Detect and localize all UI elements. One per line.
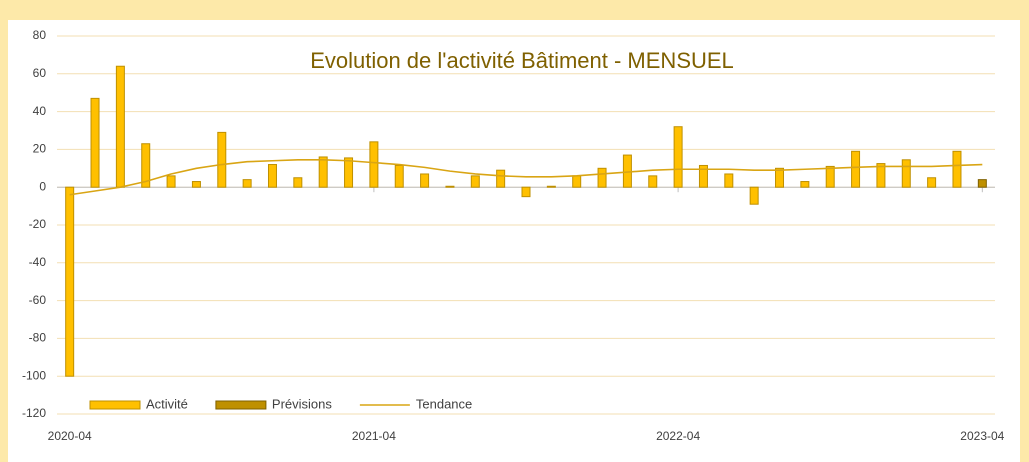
bar bbox=[394, 164, 404, 188]
y-tick-label: -40 bbox=[29, 255, 47, 269]
bar bbox=[977, 179, 987, 188]
bar bbox=[901, 159, 911, 188]
bar bbox=[141, 143, 151, 188]
bar bbox=[293, 177, 303, 188]
legend-swatch bbox=[215, 400, 267, 410]
bar bbox=[952, 150, 962, 188]
bar bbox=[242, 179, 252, 188]
bar bbox=[217, 131, 227, 188]
bar bbox=[698, 164, 708, 188]
bar bbox=[445, 185, 455, 188]
bar bbox=[521, 186, 531, 198]
chart-title: Evolution de l'activité Bâtiment - MENSU… bbox=[310, 48, 734, 73]
bar bbox=[470, 175, 480, 188]
legend-label: Tendance bbox=[416, 396, 472, 411]
y-tick-label: 80 bbox=[33, 28, 47, 42]
bar bbox=[927, 177, 937, 188]
y-tick-label: -20 bbox=[29, 217, 47, 231]
bar bbox=[597, 167, 607, 188]
y-tick-label: 60 bbox=[33, 66, 47, 80]
bar bbox=[191, 181, 201, 188]
y-tick-label: -60 bbox=[29, 293, 47, 307]
bar bbox=[267, 164, 277, 188]
legend-swatch bbox=[89, 400, 141, 410]
bar bbox=[800, 181, 810, 188]
bar bbox=[420, 173, 430, 188]
y-tick-label: 0 bbox=[39, 179, 46, 193]
y-tick-label: -120 bbox=[22, 406, 46, 420]
y-tick-label: -80 bbox=[29, 331, 47, 345]
bar bbox=[496, 169, 506, 188]
bar bbox=[115, 65, 125, 188]
x-tick-label: 2022-04 bbox=[656, 429, 700, 443]
bar bbox=[775, 167, 785, 188]
legend-label: Prévisions bbox=[272, 396, 332, 411]
bar bbox=[318, 156, 328, 188]
bar bbox=[166, 175, 176, 188]
chart-area bbox=[8, 20, 1020, 462]
bar bbox=[546, 185, 556, 188]
x-tick-label: 2023-04 bbox=[960, 429, 1004, 443]
bar bbox=[369, 141, 379, 188]
bar bbox=[648, 175, 658, 188]
bar bbox=[572, 175, 582, 188]
y-tick-label: 40 bbox=[33, 104, 47, 118]
x-tick-label: 2021-04 bbox=[352, 429, 396, 443]
bar bbox=[90, 97, 100, 188]
bar bbox=[65, 186, 75, 377]
bar bbox=[876, 163, 886, 188]
bar bbox=[851, 150, 861, 188]
bar bbox=[673, 126, 683, 188]
bar bbox=[344, 157, 354, 188]
y-tick-label: -100 bbox=[22, 368, 46, 382]
bar bbox=[724, 173, 734, 188]
x-tick-label: 2020-04 bbox=[48, 429, 92, 443]
y-tick-label: 20 bbox=[33, 142, 47, 156]
trend-line bbox=[69, 159, 983, 196]
bar bbox=[825, 165, 835, 188]
bar bbox=[749, 186, 759, 205]
legend-label: Activité bbox=[146, 396, 188, 411]
